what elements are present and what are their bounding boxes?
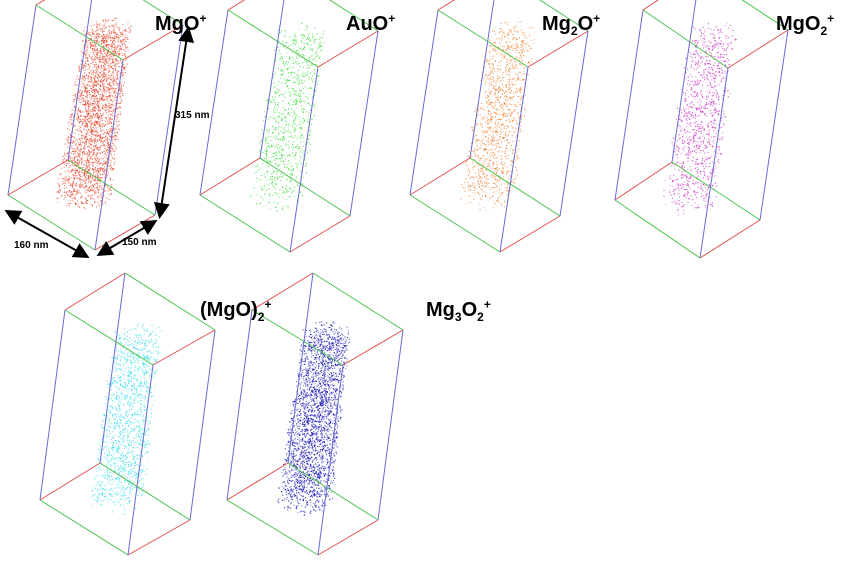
box-edge: [39, 309, 66, 501]
box-edge: [642, 0, 659, 11]
box-edge: [741, 0, 789, 31]
box-edge: [39, 462, 101, 501]
reconstruction-box-mgo_2: [39, 272, 216, 556]
box-edge: [409, 9, 439, 196]
reconstruction-box-mg3o2: [226, 272, 404, 556]
box-edge: [289, 215, 351, 253]
box-edge: [527, 30, 589, 68]
box-edge: [127, 364, 154, 556]
box-edge: [259, 0, 285, 159]
box-edge: [727, 29, 789, 69]
box-edge: [287, 462, 379, 521]
box-edge: [67, 159, 156, 216]
box-edge: [227, 0, 246, 11]
box-edge: [64, 272, 126, 311]
box-edge: [99, 462, 191, 521]
box-edge: [614, 161, 673, 201]
ion-point-cloud: [663, 22, 737, 216]
reconstruction-box-mg2o: [409, 0, 589, 253]
box-edge: [349, 30, 379, 217]
box-edge: [67, 0, 93, 161]
box-edge: [152, 329, 216, 366]
height-dimension-label: 315 nm: [175, 110, 210, 121]
box-edge: [226, 499, 319, 556]
box-edge: [199, 157, 261, 196]
height-dimension-arrow: [153, 26, 195, 219]
box-edge: [142, 0, 184, 26]
box-edge: [699, 219, 761, 259]
box-edge: [226, 309, 253, 501]
box-edge: [409, 194, 501, 253]
width-dimension-label: 160 nm: [14, 240, 49, 251]
box-edge: [35, 0, 46, 6]
box-edge: [499, 66, 529, 253]
box-edge: [226, 462, 289, 501]
box-edge: [251, 309, 344, 366]
box-edge: [199, 194, 291, 253]
box-edge: [94, 59, 124, 251]
box-edge: [289, 66, 319, 253]
box-edge: [227, 9, 319, 68]
box-edge: [199, 9, 229, 196]
box-edge: [312, 272, 404, 331]
box-edge: [124, 272, 216, 331]
box-edge: [317, 519, 379, 556]
box-edge: [671, 0, 697, 163]
box-edge: [127, 519, 191, 556]
box-edge: [499, 215, 561, 253]
ion-point-cloud: [249, 22, 325, 212]
reconstruction-box-mgo2: [614, 0, 789, 259]
box-edge: [671, 161, 761, 221]
box-edge: [259, 157, 351, 217]
box-edge: [342, 329, 404, 366]
reconstruction-box-auo: [199, 0, 379, 253]
box-edge: [251, 272, 314, 311]
ion-label-mgo2: MgO2+: [776, 11, 835, 38]
width-dimension-arrow: [4, 210, 90, 258]
box-edge: [469, 157, 561, 217]
ion-label-mgo-dimer: (MgO)2+: [200, 297, 272, 324]
box-edge: [35, 4, 124, 61]
box-edge: [7, 4, 37, 196]
box-edge: [699, 67, 729, 259]
box-edge: [642, 9, 729, 69]
box-edge: [437, 0, 456, 11]
box-edge: [437, 9, 529, 68]
box-edge: [64, 309, 154, 366]
ion-point-cloud: [56, 17, 132, 210]
ion-point-cloud: [460, 21, 535, 212]
box-edge: [317, 30, 379, 68]
box-edge: [99, 272, 126, 464]
ion-text: MgO: [155, 13, 200, 35]
box-edge: [7, 159, 69, 196]
box-edge: [759, 29, 789, 221]
ion-label-auo: AuO+: [346, 11, 396, 35]
box-edge: [469, 0, 495, 159]
box-edge: [39, 499, 129, 556]
box-edge: [377, 329, 404, 521]
box-edge: [614, 199, 701, 259]
ion-label-mgo: MgO+: [155, 11, 207, 35]
box-edge: [409, 157, 471, 196]
reconstruction-box-mgo: [7, 0, 184, 251]
box-edge: [189, 329, 216, 521]
depth-dimension-label: 150 nm: [122, 237, 157, 248]
box-edge: [559, 30, 589, 217]
ion-label-mg2o: Mg2O+: [542, 11, 601, 38]
depth-dimension-arrow: [96, 219, 158, 257]
box-edge: [317, 364, 344, 556]
box-edge: [287, 272, 314, 464]
box-edge: [538, 0, 589, 32]
box-edge: [614, 9, 644, 201]
ion-point-cloud: [90, 323, 162, 515]
ion-label-mg3o2: Mg3O2+: [426, 297, 491, 324]
box-edge: [328, 0, 379, 32]
ion-point-cloud: [277, 321, 350, 516]
